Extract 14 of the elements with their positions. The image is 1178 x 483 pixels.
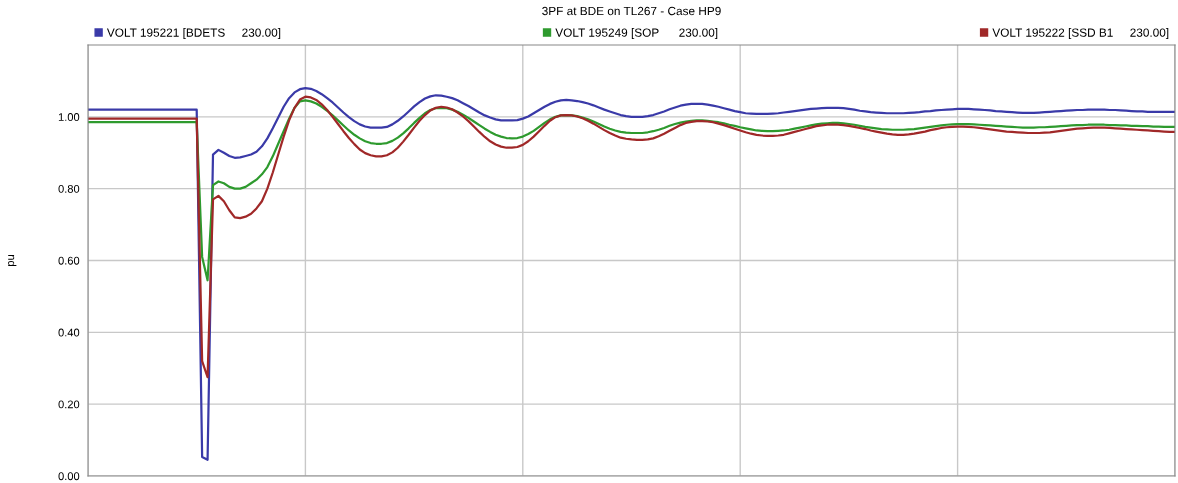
y-tick-label: 0.20 — [58, 400, 80, 409]
chart-title: 3PF at BDE on TL267 - Case HP9 — [542, 6, 721, 16]
line-series — [88, 86, 1175, 461]
line-series — [88, 95, 1175, 379]
legend-label: VOLT 195222 [SSD B1 230.00] — [992, 28, 1169, 40]
y-tick-label: 0.00 — [58, 472, 80, 481]
legend-label: VOLT 195221 [BDETS 230.00] — [106, 28, 281, 40]
y-tick-label: 1.00 — [58, 113, 80, 121]
y-tick-label: 0.40 — [58, 328, 80, 337]
y-tick-label: 0.80 — [58, 184, 80, 193]
line-series — [88, 99, 1175, 282]
y-axis-title: pu — [8, 255, 17, 266]
legend-label: VOLT 195249 [SOP 230.00] — [555, 28, 718, 40]
y-tick-label: 0.60 — [58, 256, 80, 265]
